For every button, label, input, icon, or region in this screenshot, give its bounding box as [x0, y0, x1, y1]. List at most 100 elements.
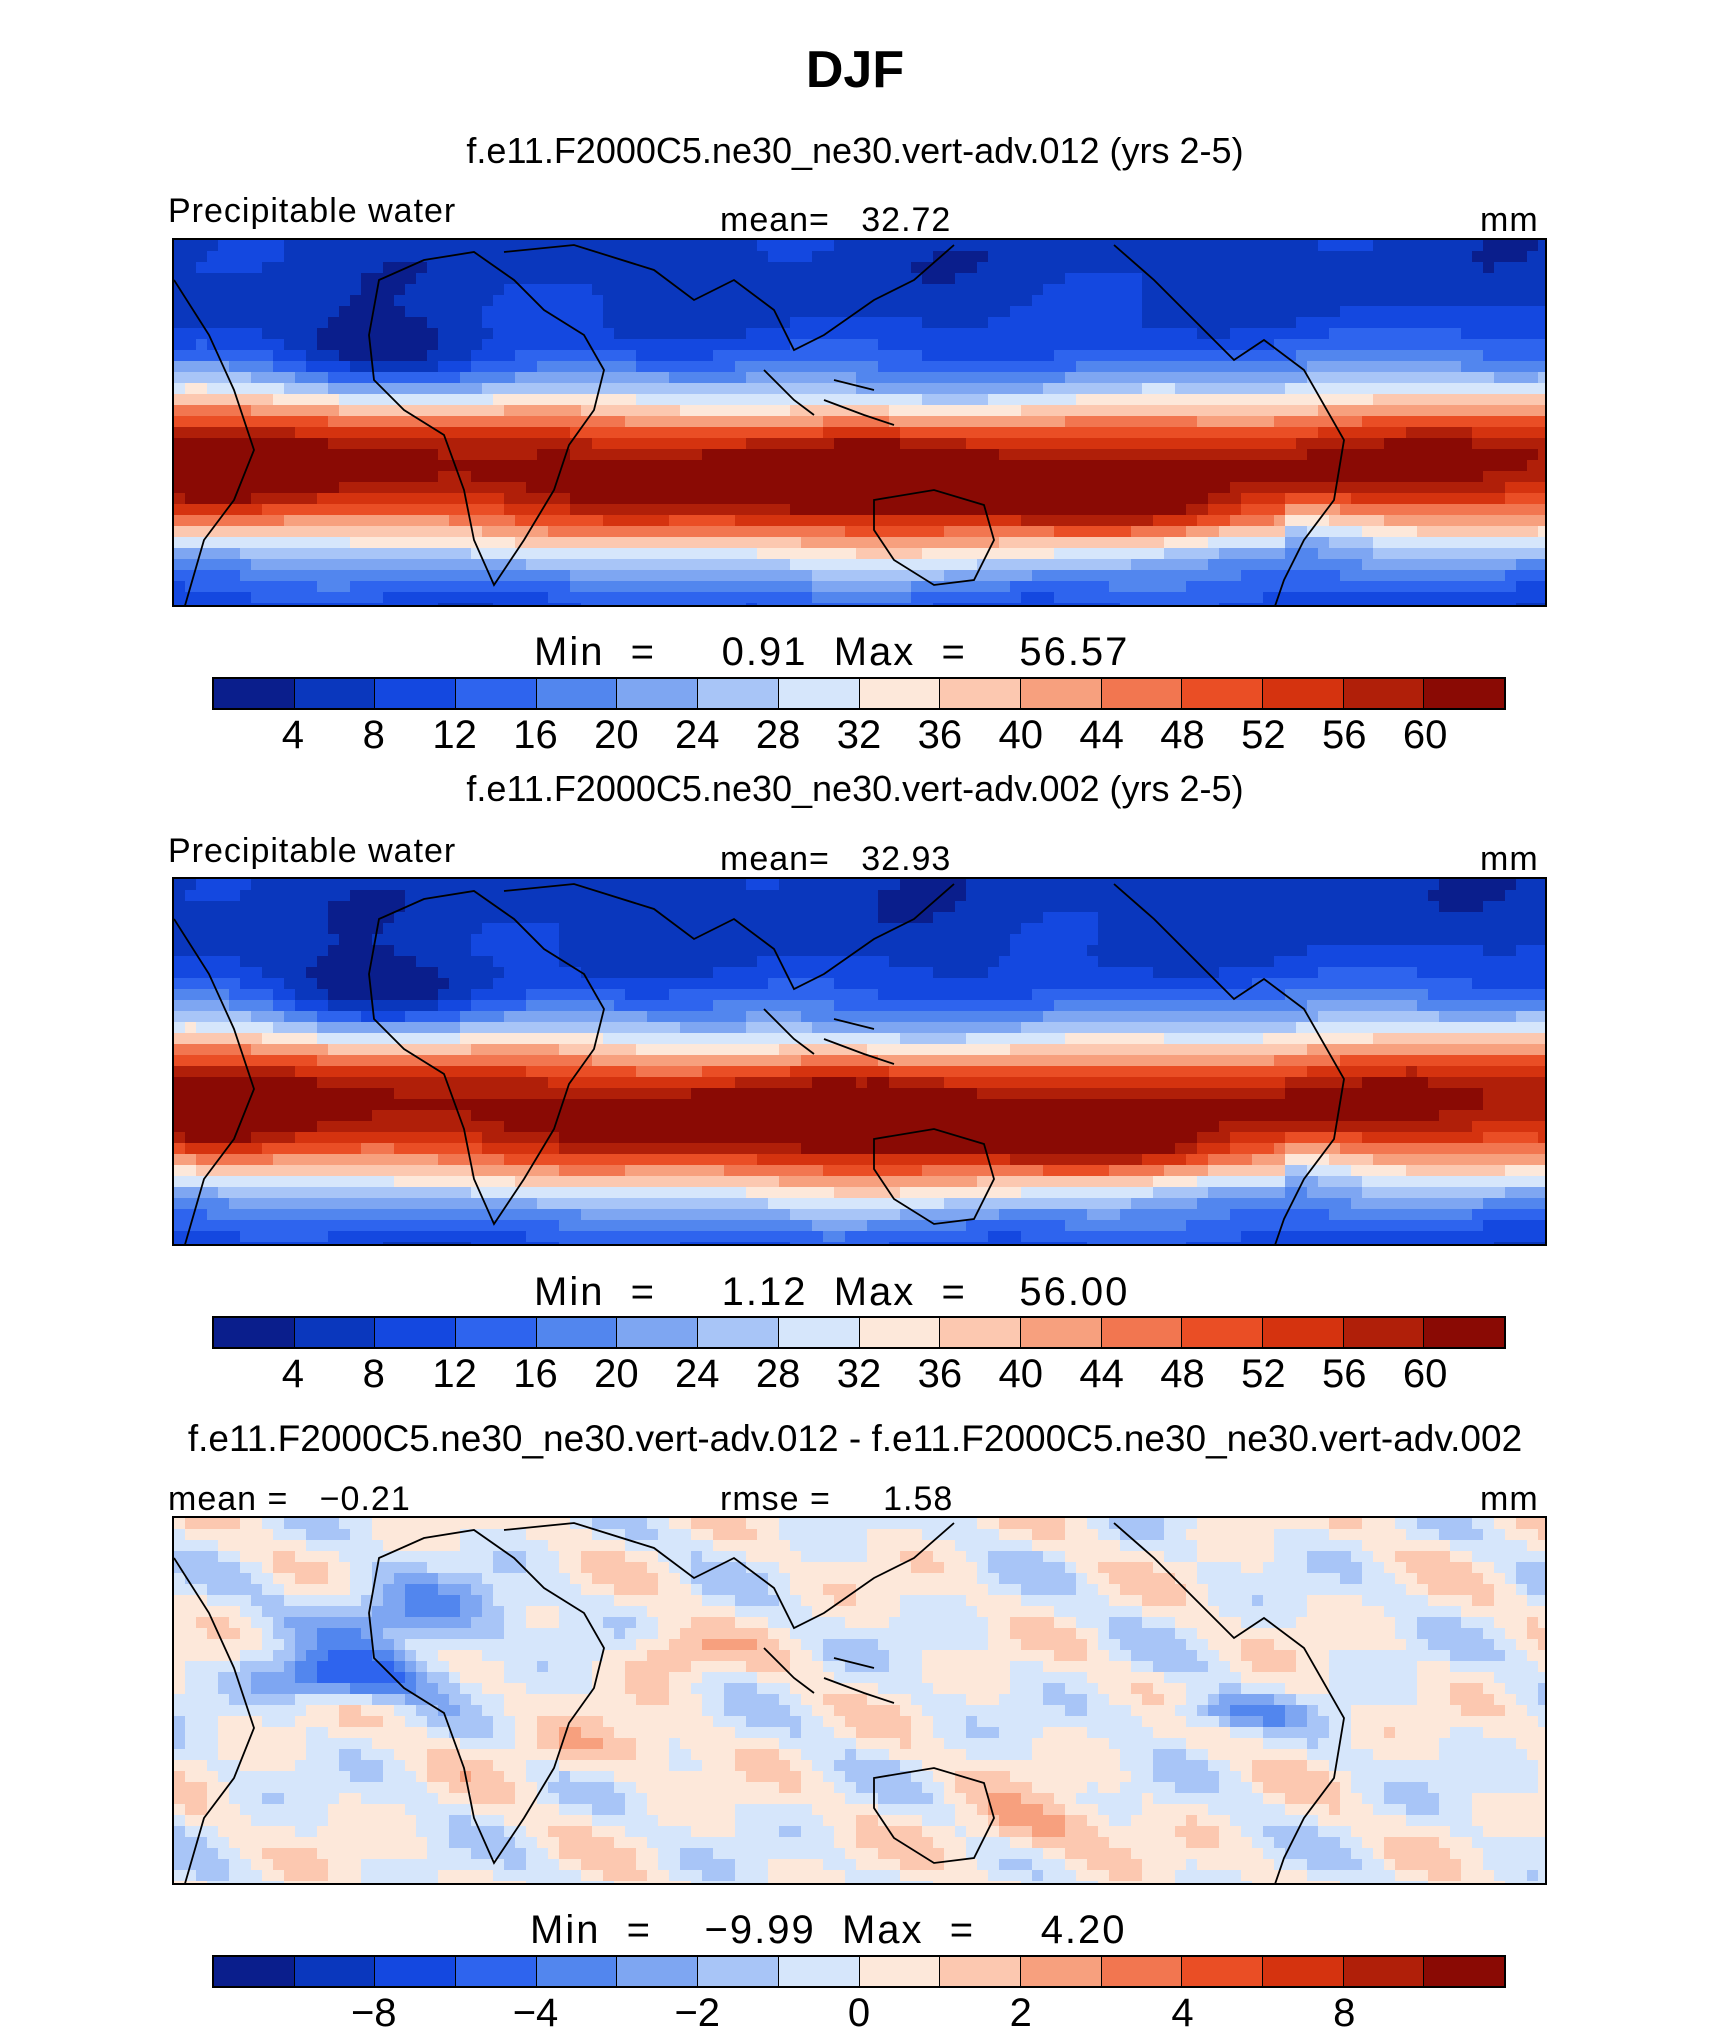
contour-cell: [174, 339, 186, 351]
contour-cell: [636, 460, 648, 472]
colorbar-box: [1020, 679, 1102, 708]
contour-cell: [1065, 526, 1077, 538]
contour-cell: [537, 295, 549, 307]
contour-cell: [1307, 570, 1319, 582]
contour-cell: [1428, 405, 1440, 417]
contour-cell: [1076, 482, 1088, 494]
contour-cell: [1076, 603, 1088, 605]
contour-cell: [1109, 350, 1121, 362]
contour-cell: [1406, 383, 1418, 395]
contour-cell: [1131, 427, 1143, 439]
contour-cell: [1054, 449, 1066, 461]
contour-cell: [977, 372, 989, 384]
contour-cell: [1098, 537, 1110, 549]
contour-cell: [1318, 438, 1330, 450]
contour-cell: [999, 879, 1011, 891]
contour-cell: [988, 548, 1000, 560]
contour-cell: [1197, 923, 1209, 935]
contour-cell: [1131, 262, 1143, 274]
contour-cell: [1043, 416, 1055, 428]
contour-cell: [1318, 273, 1330, 285]
contour-cell: [790, 449, 802, 461]
contour-cell: [1230, 383, 1242, 395]
contour-cell: [185, 438, 197, 450]
contour-cell: [1362, 240, 1374, 252]
contour-cell: [944, 284, 956, 296]
contour-cell: [966, 372, 978, 384]
contour-cell: [493, 581, 505, 593]
contour-cell: [801, 548, 813, 560]
contour-cell: [1538, 405, 1545, 417]
contour-cell: [1120, 482, 1132, 494]
contour-cell: [515, 317, 527, 329]
contour-cell: [1527, 471, 1539, 483]
contour-cell: [691, 526, 703, 538]
contour-cell: [1263, 394, 1275, 406]
contour-cell: [1131, 240, 1143, 252]
contour-cell: [603, 603, 615, 605]
contour-cell: [526, 493, 538, 505]
contour-cell: [504, 504, 516, 516]
contour-cell: [988, 603, 1000, 605]
contour-cell: [482, 350, 494, 362]
contour-cell: [1439, 482, 1451, 494]
contour-cell: [1384, 251, 1396, 263]
contour-cell: [592, 405, 604, 417]
contour-cell: [1428, 890, 1440, 902]
contour-cell: [273, 460, 285, 472]
contour-cell: [845, 339, 857, 351]
contour-cell: [1538, 317, 1545, 329]
contour-cell: [1142, 394, 1154, 406]
contour-cell: [1087, 592, 1099, 604]
contour-cell: [944, 471, 956, 483]
contour-cell: [504, 471, 516, 483]
contour-cell: [999, 912, 1011, 924]
contour-cell: [988, 427, 1000, 439]
contour-cell: [1472, 923, 1484, 935]
panel-2-mean-value: 32.93: [861, 840, 952, 878]
contour-cell: [559, 581, 571, 593]
contour-cell: [438, 394, 450, 406]
contour-cell: [1032, 526, 1044, 538]
contour-cell: [1373, 592, 1385, 604]
contour-cell: [1428, 570, 1440, 582]
contour-cell: [460, 901, 472, 913]
contour-cell: [185, 262, 197, 274]
contour-cell: [515, 438, 527, 450]
contour-cell: [504, 295, 516, 307]
contour-cell: [856, 372, 868, 384]
contour-cell: [174, 548, 186, 560]
contour-cell: [548, 581, 560, 593]
contour-cell: [339, 383, 351, 395]
contour-cell: [735, 273, 747, 285]
contour-cell: [1131, 537, 1143, 549]
contour-cell: [1285, 295, 1297, 307]
contour-cell: [438, 317, 450, 329]
contour-cell: [647, 537, 659, 549]
contour-cell: [493, 317, 505, 329]
contour-cell: [1472, 284, 1484, 296]
contour-cell: [306, 504, 318, 516]
contour-cell: [1054, 515, 1066, 527]
contour-cell: [405, 879, 417, 891]
contour-cell: [1362, 923, 1374, 935]
contour-cell: [900, 449, 912, 461]
contour-cell: [262, 912, 274, 924]
contour-cell: [526, 603, 538, 605]
contour-cell: [1505, 548, 1517, 560]
contour-cell: [361, 570, 373, 582]
contour-cell: [1428, 350, 1440, 362]
contour-cell: [1516, 879, 1528, 891]
contour-cell: [724, 923, 736, 935]
contour-cell: [1329, 273, 1341, 285]
contour-cell: [625, 383, 637, 395]
contour-cell: [1109, 912, 1121, 924]
contour-cell: [1472, 493, 1484, 505]
contour-cell: [823, 449, 835, 461]
contour-cell: [196, 460, 208, 472]
contour-cell: [1241, 592, 1253, 604]
contour-cell: [1241, 923, 1253, 935]
contour-cell: [1527, 923, 1539, 935]
contour-cell: [339, 890, 351, 902]
contour-cell: [812, 273, 824, 285]
